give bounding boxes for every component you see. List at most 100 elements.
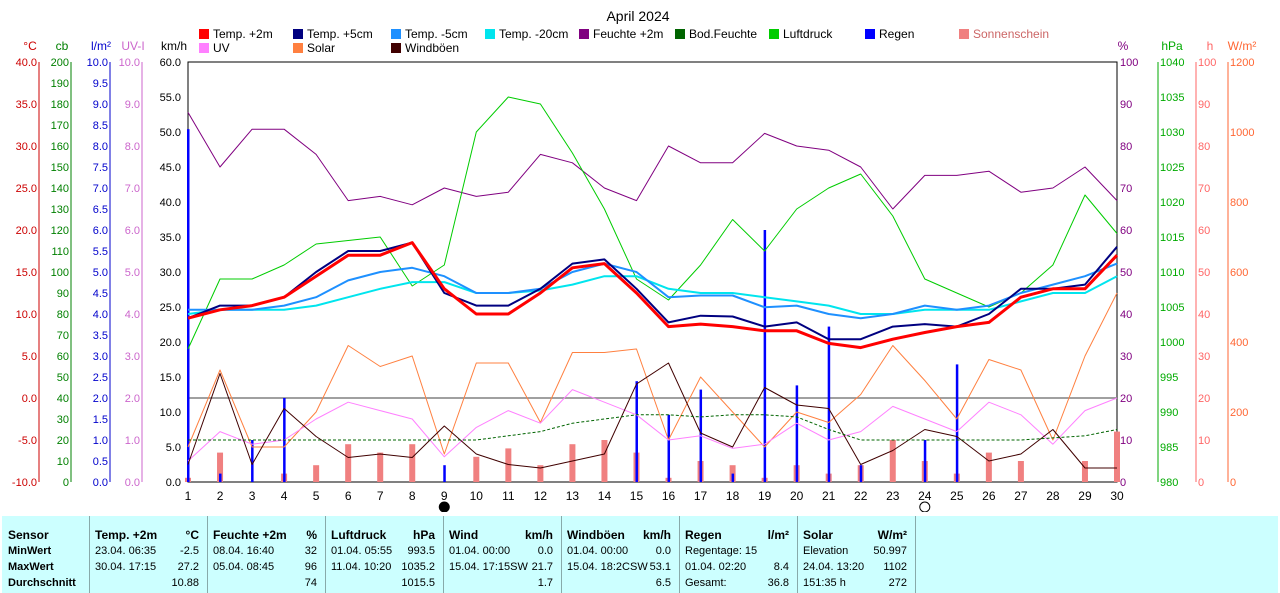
- left-axis-tick-1-4: 160: [51, 141, 69, 153]
- left-axis-tick-2-19: 0.5: [93, 456, 108, 468]
- right-axis-tick-2-0: 100: [1198, 57, 1216, 69]
- left-axis-tick-4-9: 15.0: [160, 372, 181, 384]
- legend-label-3: Temp. -20cm: [499, 27, 568, 41]
- rain-bar: [923, 440, 927, 482]
- legend-swatch-0: [199, 29, 209, 39]
- right-axis-tick-0-5: 50: [1120, 267, 1132, 279]
- left-axis-tick-3-10: 0.0: [125, 477, 140, 489]
- right-axis-tick-0-3: 70: [1120, 183, 1132, 195]
- left-axis-tick-4-10: 10.0: [160, 407, 181, 419]
- stats-temp-avg: 10.88: [171, 577, 199, 589]
- right-axis-tick-0-0: 100: [1120, 57, 1138, 69]
- stats-sensor-header: Sensor: [8, 528, 49, 542]
- left-axis-tick-1-2: 180: [51, 99, 69, 111]
- left-axis-tick-1-1: 190: [51, 78, 69, 90]
- x-axis-label-16: 17: [694, 489, 708, 503]
- plot-area: [187, 61, 1118, 483]
- right-axis-tick-3-1: 1000: [1230, 127, 1254, 139]
- left-axis-tick-3-7: 3.0: [125, 351, 140, 363]
- right-axis-unit-3: W/m²: [1228, 39, 1257, 53]
- stats-press-header: Luftdruck: [331, 528, 387, 542]
- right-axis-unit-1: hPa: [1161, 39, 1183, 53]
- left-axis-tick-1-11: 90: [57, 288, 69, 300]
- stats-press-min: 993.5: [407, 545, 435, 557]
- stats-block-humidity: Feuchte +2m% 08.04. 16:40 32 05.04. 08:45…: [208, 516, 326, 593]
- series-line-solar: [187, 292, 1118, 455]
- stats-hum-max: 96: [304, 561, 317, 573]
- left-axis-tick-0-6: 10.0: [16, 309, 37, 321]
- legend-swatch-8: [959, 29, 969, 39]
- left-axis-tick-2-13: 3.5: [93, 330, 108, 342]
- series-line-temp-2m: [187, 241, 1119, 350]
- x-axis-label-8: 9: [441, 489, 448, 503]
- left-axis-tick-3-0: 10.0: [119, 57, 140, 69]
- stats-avg-label: Durchschnitt: [8, 577, 76, 589]
- legend-label-8: Sonnenschein: [973, 27, 1049, 41]
- x-axis-label-14: 15: [630, 489, 644, 503]
- left-axis-tick-1-14: 60: [57, 351, 69, 363]
- stats-wind-avg: 1.7: [537, 577, 553, 589]
- series-line-luftdruck: [187, 96, 1118, 350]
- rain-bar: [635, 381, 638, 482]
- right-axis-tick-1-11: 985: [1160, 442, 1178, 454]
- stats-solar-max: 1102: [883, 561, 907, 573]
- left-axis-tick-1-17: 30: [57, 414, 69, 426]
- sunshine-bar: [377, 452, 384, 482]
- left-axis-tick-2-5: 7.5: [93, 162, 108, 174]
- stats-wind-min-time: 01.04. 00:00: [449, 545, 511, 557]
- stats-wind-header: Wind: [449, 528, 479, 542]
- left-axis-tick-0-7: 5.0: [22, 351, 37, 363]
- left-axis-tick-1-12: 80: [57, 309, 69, 321]
- right-axis-tick-2-8: 20: [1198, 393, 1210, 405]
- rain-bar: [251, 440, 254, 482]
- stats-hum-min-time: 08.04. 16:40: [213, 545, 275, 557]
- stats-rain-max-time: 01.04. 02:20: [685, 561, 747, 573]
- right-axis-tick-3-0: 1200: [1230, 57, 1254, 69]
- right-axis-tick-0-7: 30: [1120, 351, 1132, 363]
- axes: °C40.035.030.025.020.015.010.05.00.0-5.0…: [12, 39, 1256, 512]
- x-axis-label-18: 19: [758, 489, 772, 503]
- left-axis-tick-4-8: 20.0: [160, 337, 181, 349]
- rain-bar: [955, 364, 959, 482]
- right-axis-tick-0-1: 90: [1120, 99, 1132, 111]
- sunshine-bar: [889, 440, 896, 482]
- left-axis-tick-2-20: 0.0: [93, 477, 108, 489]
- stats-gust-min-time: 01.04. 00:00: [567, 545, 629, 557]
- left-axis-tick-1-0: 200: [51, 57, 69, 69]
- left-axis-unit-2: l/m²: [91, 39, 111, 53]
- sunshine-bar: [1081, 461, 1088, 482]
- left-axis-tick-1-18: 20: [57, 435, 69, 447]
- left-axis-tick-1-19: 10: [57, 456, 69, 468]
- stats-hum-max-time: 05.04. 08:45: [213, 561, 275, 573]
- right-axis-unit-0: %: [1118, 39, 1129, 53]
- stats-max-label: MaxWert: [8, 561, 54, 573]
- stats-solar-unit: W/m²: [877, 528, 907, 542]
- x-axis-label-1: 2: [217, 489, 224, 503]
- right-axis-tick-2-5: 50: [1198, 267, 1210, 279]
- right-axis-tick-1-1: 1035: [1160, 92, 1184, 104]
- legend-label-7: Regen: [879, 27, 914, 41]
- right-axis-tick-3-3: 600: [1230, 267, 1248, 279]
- legend-swatch-11: [391, 43, 401, 53]
- left-axis-unit-1: cb: [56, 39, 69, 53]
- legend-swatch-7: [865, 29, 875, 39]
- right-axis-tick-1-2: 1030: [1160, 127, 1184, 139]
- sunshine-bar: [601, 440, 608, 482]
- left-axis-tick-2-15: 2.5: [93, 372, 108, 384]
- chart-marks: [185, 96, 1120, 482]
- left-axis-tick-0-3: 25.0: [16, 183, 37, 195]
- right-axis-tick-0-6: 40: [1120, 309, 1132, 321]
- left-axis-tick-1-7: 130: [51, 204, 69, 216]
- stats-gust-header: Windböen: [567, 528, 625, 542]
- left-axis-tick-3-6: 4.0: [125, 309, 140, 321]
- moon-full-icon: [919, 501, 931, 512]
- left-axis-tick-2-1: 9.5: [93, 78, 108, 90]
- left-axis-tick-2-18: 1.0: [93, 435, 108, 447]
- left-axis-tick-2-3: 8.5: [93, 120, 108, 132]
- rain-bar: [795, 385, 799, 482]
- x-axis-label-2: 3: [249, 489, 256, 503]
- legend-label-1: Temp. +5cm: [307, 27, 373, 41]
- right-axis-tick-2-10: 0: [1198, 477, 1204, 489]
- rain-bar: [731, 473, 735, 482]
- x-axis-label-26: 27: [1014, 489, 1028, 503]
